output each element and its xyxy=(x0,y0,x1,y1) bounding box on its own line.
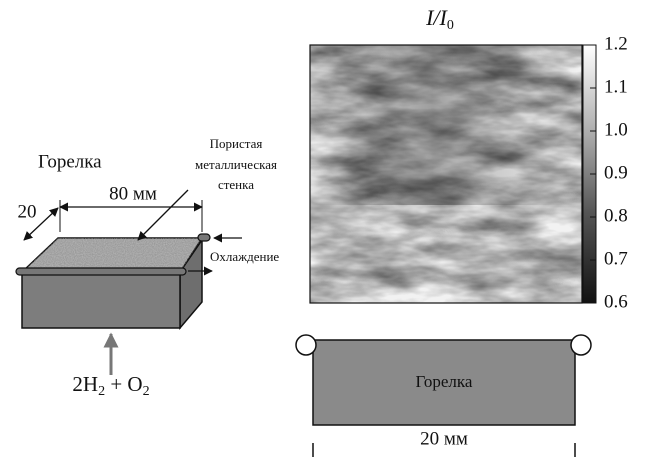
tick-label: 1.2 xyxy=(604,33,628,54)
title-sub: 0 xyxy=(447,18,454,33)
cooling-label: Охлаждение xyxy=(210,249,279,264)
tick-label: 1.1 xyxy=(604,76,628,97)
wall-label: металлическая xyxy=(195,157,277,172)
tick-label: 0.8 xyxy=(604,205,628,226)
heatmap xyxy=(310,45,582,303)
burner-3d xyxy=(16,190,242,375)
wall-label: Пористая xyxy=(210,136,263,151)
title-main: I/I xyxy=(425,5,448,30)
page: {"left_diagram": { "burner_label": "Горе… xyxy=(0,0,650,457)
fuel-label: 2H2 + O2 xyxy=(72,372,149,399)
tick-label: 0.9 xyxy=(604,162,628,183)
tick-label: 0.7 xyxy=(604,248,628,269)
fuel-part: 2H xyxy=(72,372,98,396)
width-label: 20 xyxy=(18,201,37,222)
figure: Горелка Пористая металлическая стенка 80… xyxy=(0,0,650,457)
tick-label: 1.0 xyxy=(604,119,628,140)
length-label: 80 мм xyxy=(109,183,157,204)
burner-label: Горелка xyxy=(416,372,473,391)
burner-label: Горелка xyxy=(38,151,102,172)
width-label: 20 мм xyxy=(420,428,468,449)
tick-label: 0.6 xyxy=(604,291,628,312)
fuel-part: + O xyxy=(105,372,143,396)
wall-label: стенка xyxy=(218,177,254,192)
fuel-sub: 2 xyxy=(98,384,105,399)
heatmap-title: I/I0 xyxy=(425,5,454,33)
fuel-sub: 2 xyxy=(143,384,150,399)
